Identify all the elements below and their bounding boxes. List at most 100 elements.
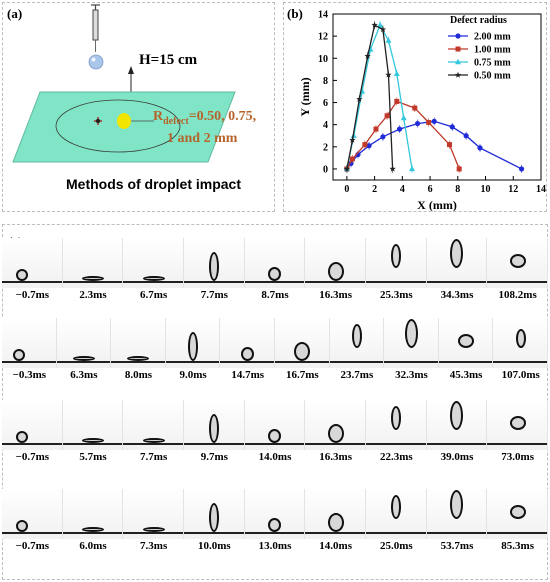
- droplet-shape: [450, 401, 464, 430]
- data-point: [356, 95, 363, 102]
- frame-2: [123, 238, 184, 288]
- time-label: 108.2ms: [498, 289, 537, 301]
- series-line: [346, 24, 394, 170]
- data-point: [371, 21, 378, 28]
- y-tick-label: 10: [318, 54, 328, 65]
- series-2-00-mm: [344, 117, 525, 173]
- substrate-line: [123, 532, 183, 534]
- time-label: 10.0ms: [197, 540, 231, 552]
- droplet-shape: [127, 356, 150, 361]
- time-label: −0.7ms: [15, 289, 50, 301]
- time-label: 107.0ms: [501, 369, 540, 381]
- time-label: −0.3ms: [12, 369, 47, 381]
- time-label: 16.3ms: [319, 289, 352, 301]
- frame-4: [244, 489, 306, 539]
- frame-8: [487, 489, 548, 539]
- series-0-50-mm: [343, 21, 396, 173]
- substrate-line: [487, 281, 547, 283]
- time-label: 22.3ms: [379, 451, 413, 463]
- frame-3: [184, 400, 245, 450]
- substrate-line: [426, 281, 487, 283]
- series-line: [346, 100, 460, 170]
- substrate-line: [123, 443, 183, 445]
- time-label: 14.7ms: [231, 369, 265, 381]
- data-point: [446, 142, 452, 148]
- droplet-shape: [351, 324, 362, 348]
- radius-symbol: R: [153, 109, 164, 124]
- series-line: [346, 23, 413, 170]
- image-strip: [2, 238, 548, 288]
- time-label: 9.0ms: [179, 369, 207, 381]
- time-label: 14.0ms: [319, 540, 352, 552]
- data-point: [455, 58, 461, 65]
- x-tick-label: 10: [481, 184, 491, 195]
- legend-entry: 0.50 mm: [474, 71, 511, 82]
- substrate-line: [384, 361, 438, 363]
- data-point: [396, 126, 403, 132]
- droplet-shape: [72, 356, 95, 361]
- substrate-line: [366, 532, 426, 534]
- substrate-line: [487, 443, 547, 445]
- defect-radius-text: Rdefect=0.50, 0.75, 1 and 2 mm: [153, 108, 256, 147]
- droplet-shape: [327, 513, 344, 532]
- frame-9: [493, 318, 548, 368]
- data-point: [449, 124, 455, 130]
- substrate-line: [244, 532, 305, 534]
- data-point: [349, 136, 356, 143]
- x-tick-label: 2: [372, 184, 377, 195]
- substrate-line: [2, 361, 56, 363]
- droplet-shape: [268, 267, 282, 281]
- x-tick-label: 12: [508, 184, 518, 195]
- image-strip: [2, 489, 548, 539]
- frame-8: [487, 238, 548, 288]
- legend-entry: 0.75 mm: [474, 58, 511, 69]
- frame-0: [2, 489, 63, 539]
- substrate-line: [220, 361, 274, 363]
- time-label: 8.7ms: [261, 289, 289, 301]
- data-point: [364, 52, 371, 59]
- time-label: 73.0ms: [501, 451, 534, 463]
- frame-7: [426, 489, 488, 539]
- data-point: [455, 33, 461, 39]
- x-tick-label: 0: [344, 184, 349, 195]
- droplet-shape: [16, 431, 29, 443]
- y-tick-label: 12: [318, 32, 328, 43]
- radius-subscript: defect: [163, 115, 189, 127]
- time-label: 32.3ms: [395, 369, 428, 381]
- frame-0: [2, 318, 57, 368]
- data-point: [373, 126, 379, 132]
- droplet-shape: [13, 349, 26, 361]
- substrate-line: [2, 281, 62, 283]
- frame-6: [366, 238, 427, 288]
- data-point: [366, 143, 372, 149]
- droplet-shape: [81, 276, 104, 281]
- x-tick-label: 14: [536, 184, 546, 195]
- y-tick-label: 14: [318, 10, 328, 21]
- substrate-line: [493, 361, 547, 363]
- data-point: [431, 118, 437, 124]
- frame-6: [366, 489, 427, 539]
- droplet-shape: [391, 495, 402, 519]
- frame-7: [426, 238, 488, 288]
- data-point: [343, 165, 350, 172]
- substrate-line: [111, 361, 165, 363]
- time-label: 25.0ms: [379, 540, 413, 552]
- droplet-shape: [515, 329, 526, 348]
- frame-6: [366, 400, 427, 450]
- data-point: [385, 71, 392, 78]
- y-tick-label: 0: [323, 164, 328, 175]
- frame-6: [329, 318, 385, 368]
- defect-spot: [117, 113, 131, 129]
- data-point: [454, 71, 462, 78]
- panel-a-label: (a): [7, 6, 23, 21]
- x-tick-label: 4: [400, 184, 405, 195]
- substrate-line: [165, 361, 220, 363]
- frame-1: [56, 318, 112, 368]
- legend-entry: 1.00 mm: [474, 45, 511, 56]
- droplet-shape: [450, 490, 464, 519]
- chart-plot-area: [332, 13, 542, 181]
- droplet-shape: [509, 505, 526, 519]
- frame-5: [305, 400, 366, 450]
- substrate-line: [426, 532, 487, 534]
- time-label: 39.0ms: [440, 451, 474, 463]
